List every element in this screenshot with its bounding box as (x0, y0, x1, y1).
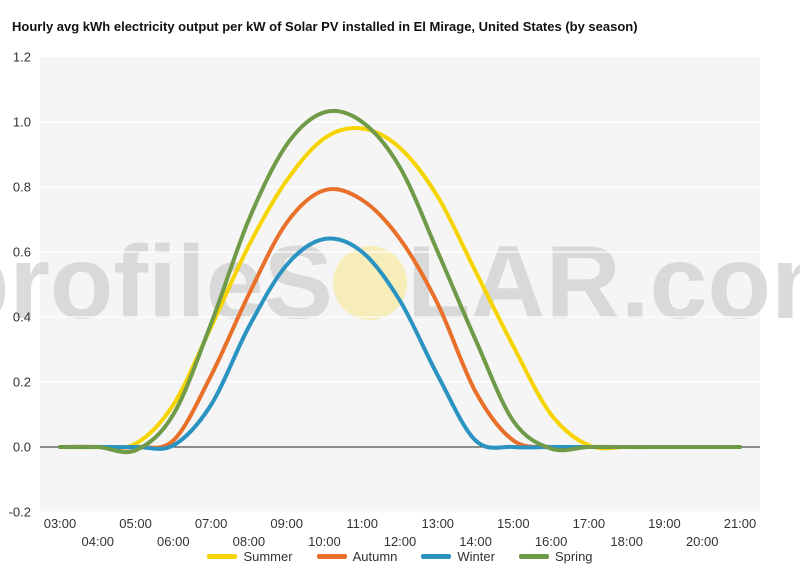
legend-label: Spring (554, 549, 593, 564)
x-tick-label: 16:00 (535, 534, 568, 549)
x-tick-label: 19:00 (648, 516, 681, 531)
y-tick-label: -0.2 (9, 505, 31, 520)
y-tick-label: 1.0 (13, 115, 31, 130)
x-tick-label: 18:00 (610, 534, 643, 549)
legend-label: Summer (243, 549, 293, 564)
legend-swatch (316, 554, 347, 559)
legend-label: Autumn (352, 549, 398, 564)
legend-swatch (518, 554, 549, 559)
x-tick-label: 13:00 (422, 516, 455, 531)
x-tick-label: 04:00 (82, 534, 115, 549)
watermark-sun-icon (333, 246, 407, 320)
y-tick-label: 0.6 (13, 245, 31, 260)
x-tick-label: 08:00 (233, 534, 266, 549)
watermark-text-left: profileS (0, 225, 333, 341)
x-tick-label: 09:00 (270, 516, 303, 531)
y-tick-label: 0.8 (13, 180, 31, 195)
y-tick-label: 1.2 (13, 50, 31, 65)
x-tick-label: 05:00 (119, 516, 152, 531)
x-tick-label: 10:00 (308, 534, 341, 549)
x-tick-label: 06:00 (157, 534, 190, 549)
x-tick-label: 20:00 (686, 534, 719, 549)
watermark-text-right: LAR.com (407, 225, 800, 341)
x-tick-label: 11:00 (346, 516, 378, 531)
legend-swatch (207, 554, 238, 559)
x-tick-label: 03:00 (44, 516, 77, 531)
x-tick-label: 12:00 (384, 534, 417, 549)
x-tick-label: 15:00 (497, 516, 530, 531)
chart-title: Hourly avg kWh electricity output per kW… (12, 19, 638, 34)
legend-item-spring[interactable]: Spring (518, 549, 593, 564)
legend-item-summer[interactable]: Summer (207, 549, 293, 564)
legend: Summer Autumn Winter Spring (0, 549, 800, 564)
x-tick-label: 21:00 (724, 516, 757, 531)
x-tick-label: 14:00 (459, 534, 492, 549)
legend-item-autumn[interactable]: Autumn (316, 549, 398, 564)
series-line-spring (58, 108, 742, 455)
legend-label: Winter (457, 549, 495, 564)
y-tick-label: 0.0 (13, 440, 31, 455)
legend-swatch (421, 554, 452, 559)
legend-item-winter[interactable]: Winter (421, 549, 495, 564)
x-tick-label: 07:00 (195, 516, 228, 531)
y-tick-label: 0.2 (13, 375, 31, 390)
y-tick-label: 0.4 (13, 310, 31, 325)
x-tick-label: 17:00 (573, 516, 606, 531)
